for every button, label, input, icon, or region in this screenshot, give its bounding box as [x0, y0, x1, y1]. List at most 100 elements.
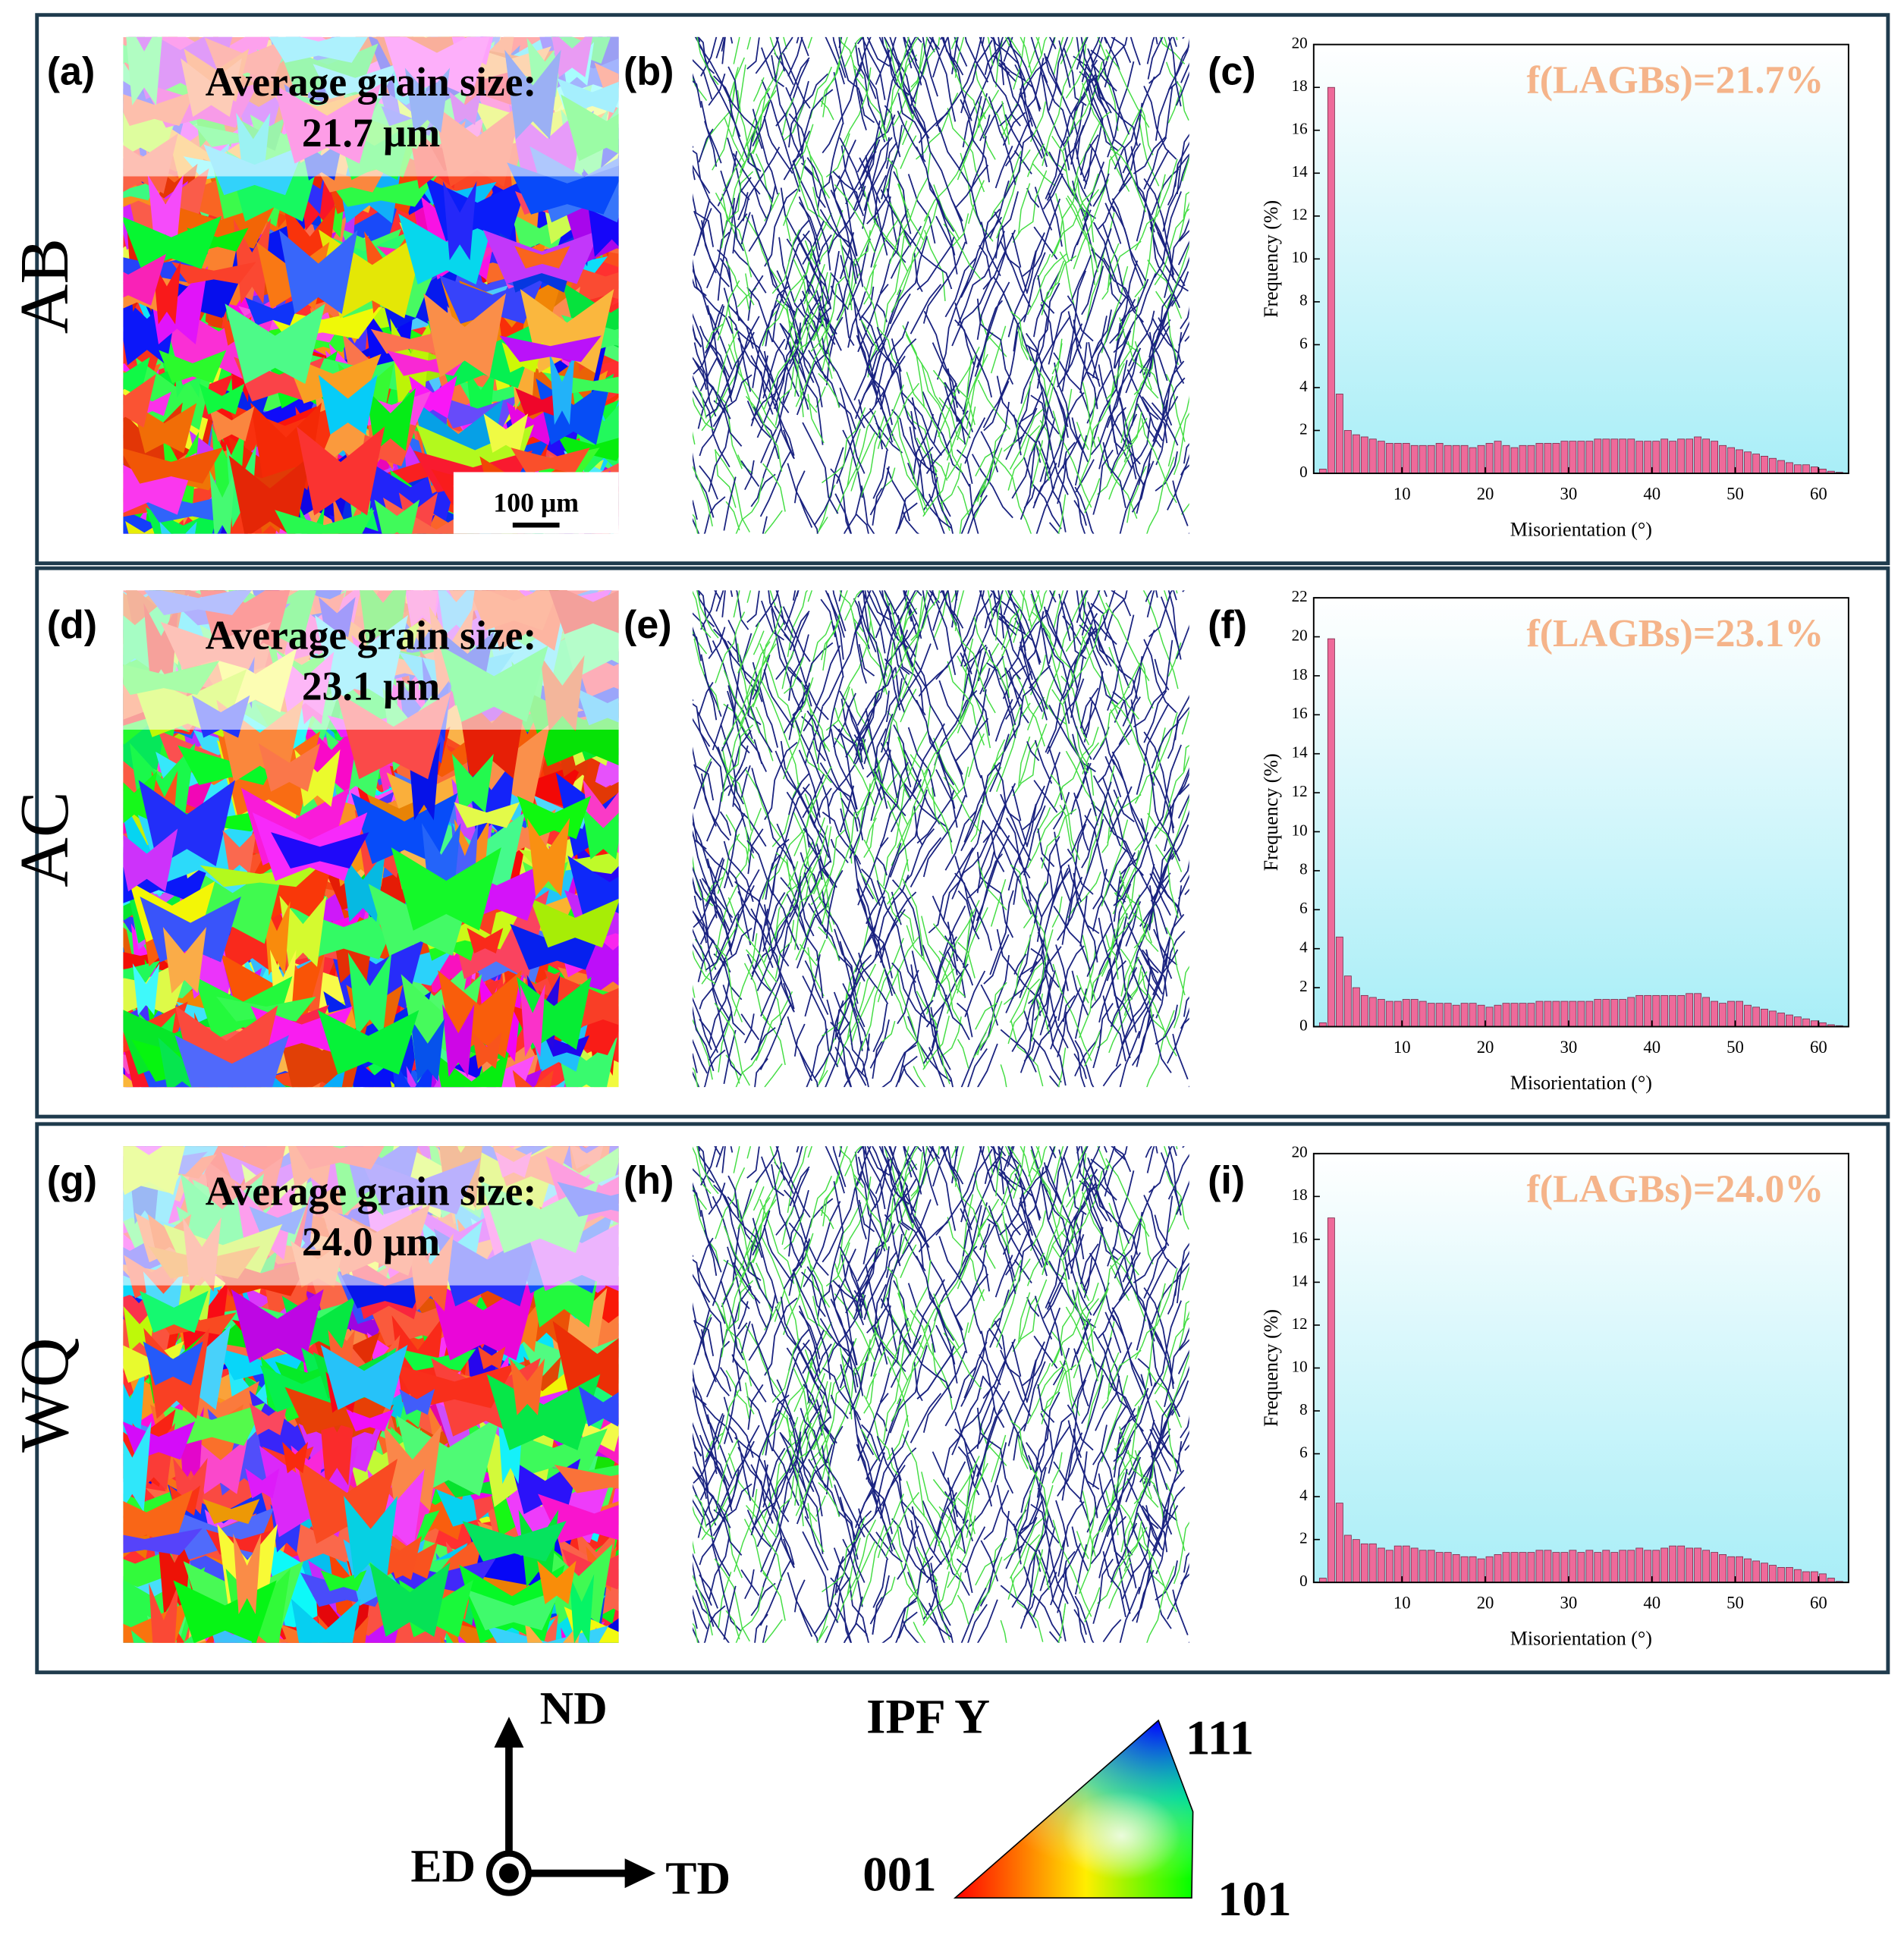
boundary [1095, 1185, 1139, 1255]
boundary [813, 234, 832, 271]
boundary [1128, 1419, 1155, 1476]
boundary [883, 590, 916, 658]
grain [554, 1465, 619, 1494]
boundary [933, 184, 960, 240]
boundary [863, 1246, 890, 1321]
boundary [693, 396, 716, 432]
boundary [932, 590, 949, 640]
boundary [806, 157, 850, 248]
boundary [905, 1529, 939, 1623]
boundary [818, 304, 837, 335]
boundary [1081, 1146, 1101, 1192]
boundary [800, 1373, 825, 1442]
boundary [940, 1572, 962, 1613]
boundary [862, 137, 893, 229]
boundary [774, 1306, 799, 1349]
boundary [995, 191, 1019, 259]
boundary [1092, 449, 1114, 515]
boundary [1107, 1170, 1135, 1267]
boundary [1146, 36, 1155, 64]
boundary [944, 1365, 978, 1427]
boundary [1091, 802, 1137, 865]
boundary [840, 255, 875, 347]
boundary [693, 73, 699, 91]
boundary [976, 281, 1010, 368]
boundary [855, 1241, 884, 1311]
boundary [1095, 629, 1139, 699]
boundary [812, 826, 832, 894]
boundary [1189, 1012, 1214, 1101]
boundary [825, 316, 844, 386]
boundary [800, 264, 825, 333]
boundary [853, 332, 884, 401]
boundary [855, 230, 871, 261]
boundary [889, 1345, 928, 1434]
boundary [947, 1146, 972, 1230]
grain [423, 293, 507, 378]
y-tick-label: 4 [1299, 377, 1308, 395]
boundary [693, 1505, 716, 1541]
bar [1661, 994, 1669, 1027]
grain [231, 1289, 324, 1363]
boundary [1087, 602, 1112, 667]
boundary [745, 1325, 781, 1393]
scale-bar-label: 100 μm [493, 487, 579, 517]
boundary [775, 852, 804, 906]
bar [1594, 1552, 1602, 1583]
boundary [954, 1146, 965, 1187]
boundary [1048, 36, 1069, 112]
boundary [1064, 1568, 1086, 1643]
boundary [1175, 624, 1189, 659]
boundary [1180, 454, 1189, 476]
boundary [990, 325, 1007, 374]
boundary [693, 1594, 708, 1630]
boundary [1101, 1450, 1133, 1556]
boundary [1102, 1619, 1122, 1642]
boundary [1148, 36, 1174, 84]
boundary [822, 960, 866, 1037]
boundary [1019, 961, 1038, 998]
bar [1702, 997, 1711, 1027]
boundary [830, 189, 857, 284]
boundary [1009, 960, 1045, 1023]
boundary [842, 429, 863, 498]
bar [1368, 438, 1377, 474]
boundary [954, 856, 993, 951]
bar [1610, 438, 1619, 474]
boundary [744, 460, 755, 490]
boundary [752, 1394, 790, 1497]
boundary [804, 960, 829, 1015]
bar [1460, 444, 1469, 474]
boundary [745, 769, 781, 838]
bar [1652, 1550, 1661, 1583]
boundary [727, 1175, 740, 1218]
boundary [1108, 646, 1139, 720]
boundary [813, 787, 832, 824]
boundary [996, 149, 1031, 239]
boundary [1111, 36, 1132, 63]
boundary [1180, 1415, 1189, 1439]
boundary [963, 909, 978, 969]
boundary [844, 487, 863, 534]
boundary [1133, 1195, 1174, 1283]
boundary [852, 60, 888, 142]
boundary [1113, 826, 1157, 906]
boundary [1003, 1242, 1034, 1308]
boundary [788, 1417, 823, 1517]
boundary [806, 710, 850, 801]
boundary [1107, 614, 1135, 711]
boundary [1023, 1595, 1036, 1618]
boundary [1026, 58, 1045, 108]
boundary [753, 739, 768, 772]
boundary [1152, 871, 1182, 917]
boundary [947, 590, 972, 675]
boundary [757, 1027, 776, 1049]
boundary [1119, 1031, 1141, 1088]
boundary [1136, 460, 1155, 514]
boundary [715, 1438, 739, 1513]
grain [467, 928, 504, 953]
boundary [693, 58, 713, 100]
boundary [947, 1477, 958, 1531]
boundary-map [693, 36, 1189, 534]
bar [1669, 1545, 1677, 1583]
